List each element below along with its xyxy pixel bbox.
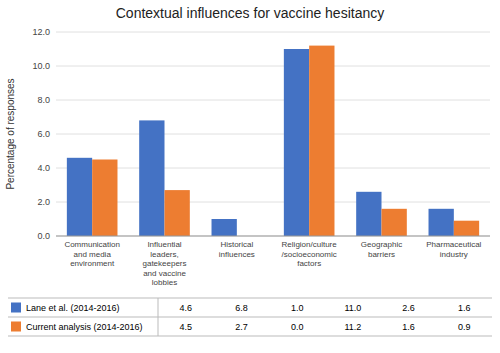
grid	[56, 32, 490, 236]
title: Contextual influences for vaccine hesita…	[116, 5, 384, 21]
table-value: 6.8	[235, 303, 248, 313]
bar	[139, 120, 164, 236]
bar	[67, 158, 92, 236]
x-tick-label: Religion/culture/socioeconomicfactors	[282, 240, 338, 268]
table-value: 0.0	[291, 322, 304, 332]
x-tick-label: Geographicbarriers	[361, 240, 402, 259]
table-value: 4.5	[180, 322, 193, 332]
y-tick-label: 10.0	[32, 61, 50, 71]
y-axis-label: Percentage of responses	[5, 78, 16, 189]
legend-label: Lane et al. (2014-2016)	[26, 303, 120, 313]
y-tick-label: 8.0	[37, 95, 50, 105]
table-value: 1.0	[291, 303, 304, 313]
bar	[429, 209, 454, 236]
y-tick-label: 4.0	[37, 163, 50, 173]
y-tick-label: 0.0	[37, 231, 50, 241]
bar	[309, 46, 334, 236]
x-tick-label: Pharmaceuticalindustry	[426, 240, 481, 259]
bar	[454, 221, 479, 236]
x-tick-label: Historicalinfluences	[219, 240, 255, 259]
y-tick-label: 12.0	[32, 27, 50, 37]
grid-line	[56, 236, 490, 237]
x-tick-label: Communicationand mediaenvironment	[64, 240, 120, 268]
table-value: 1.6	[458, 303, 471, 313]
table-value: 11.2	[344, 322, 361, 332]
table-value: 2.7	[235, 322, 248, 332]
chart: Contextual influences for vaccine hesita…	[0, 0, 500, 353]
x-axis-line	[56, 236, 490, 237]
table-value: 2.6	[402, 303, 415, 313]
grid-line	[56, 134, 490, 135]
bar	[284, 49, 309, 236]
grid-line	[56, 66, 490, 67]
grid-line	[56, 100, 490, 101]
legend-swatch	[11, 303, 21, 313]
table-value: 1.6	[402, 322, 415, 332]
grid-line	[56, 202, 490, 203]
table-value: 4.6	[180, 303, 193, 313]
legend-swatch	[11, 322, 21, 332]
table-rule	[158, 298, 159, 336]
bar	[92, 160, 117, 237]
table-rule	[8, 298, 492, 299]
bar	[356, 192, 381, 236]
table-rule	[8, 317, 492, 318]
bar	[165, 190, 190, 236]
data-table: Lane et al. (2014-2016) 4.6 6.8 1.0 11.0 2.6 1…	[8, 298, 492, 336]
bar	[212, 219, 237, 236]
table-rule	[8, 336, 492, 337]
y-tick-label: 2.0	[37, 197, 50, 207]
x-tick-label: Influentialleaders,gatekeepersand vaccin…	[142, 240, 186, 287]
legend-label: Current analysis (2014-2016)	[26, 322, 143, 332]
table-value: 0.9	[458, 322, 471, 332]
bar	[382, 209, 407, 236]
y-tick-label: 6.0	[37, 129, 50, 139]
table-value: 11.0	[344, 303, 361, 313]
bars	[67, 46, 479, 236]
grid-line	[56, 168, 490, 169]
grid-line	[56, 32, 490, 33]
